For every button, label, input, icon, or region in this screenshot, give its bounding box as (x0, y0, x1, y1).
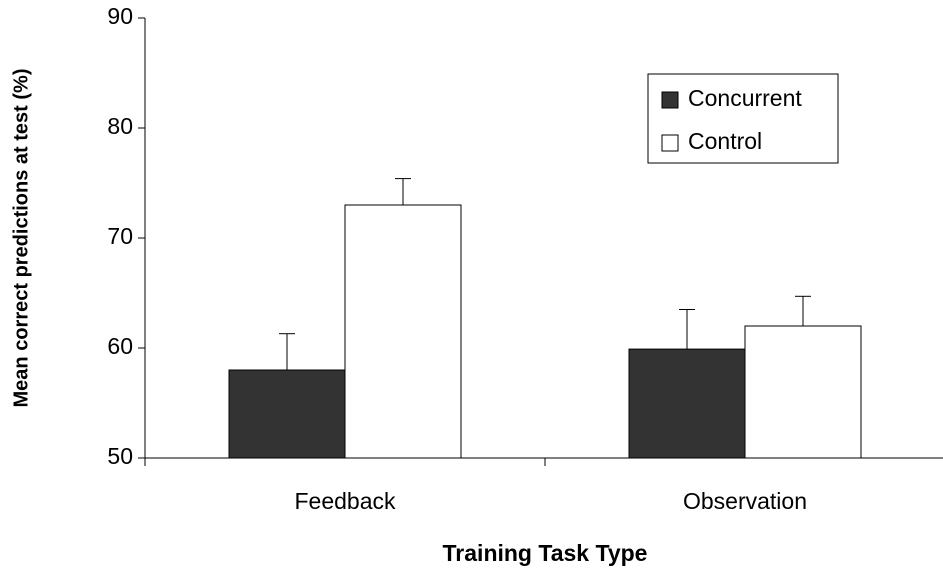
legend-label: Control (688, 128, 762, 154)
legend-label: Concurrent (688, 85, 802, 111)
bar (628, 348, 746, 459)
y-tick-label: 80 (107, 113, 133, 139)
y-tick-label: 70 (107, 223, 133, 249)
x-axis-title: Training Task Type (443, 540, 648, 566)
bar (228, 369, 346, 459)
legend-swatch (661, 134, 679, 152)
legend-box (647, 73, 839, 164)
x-tick-label: Feedback (294, 488, 396, 514)
y-tick-label: 90 (107, 3, 133, 29)
y-axis-title: Mean correct predictions at test (%) (10, 69, 32, 408)
bar (744, 325, 862, 459)
y-tick-label: 60 (107, 333, 133, 359)
x-tick-label: Observation (683, 488, 807, 514)
y-tick-label: 50 (107, 443, 133, 469)
bar (344, 204, 462, 459)
legend-swatch (661, 91, 679, 109)
